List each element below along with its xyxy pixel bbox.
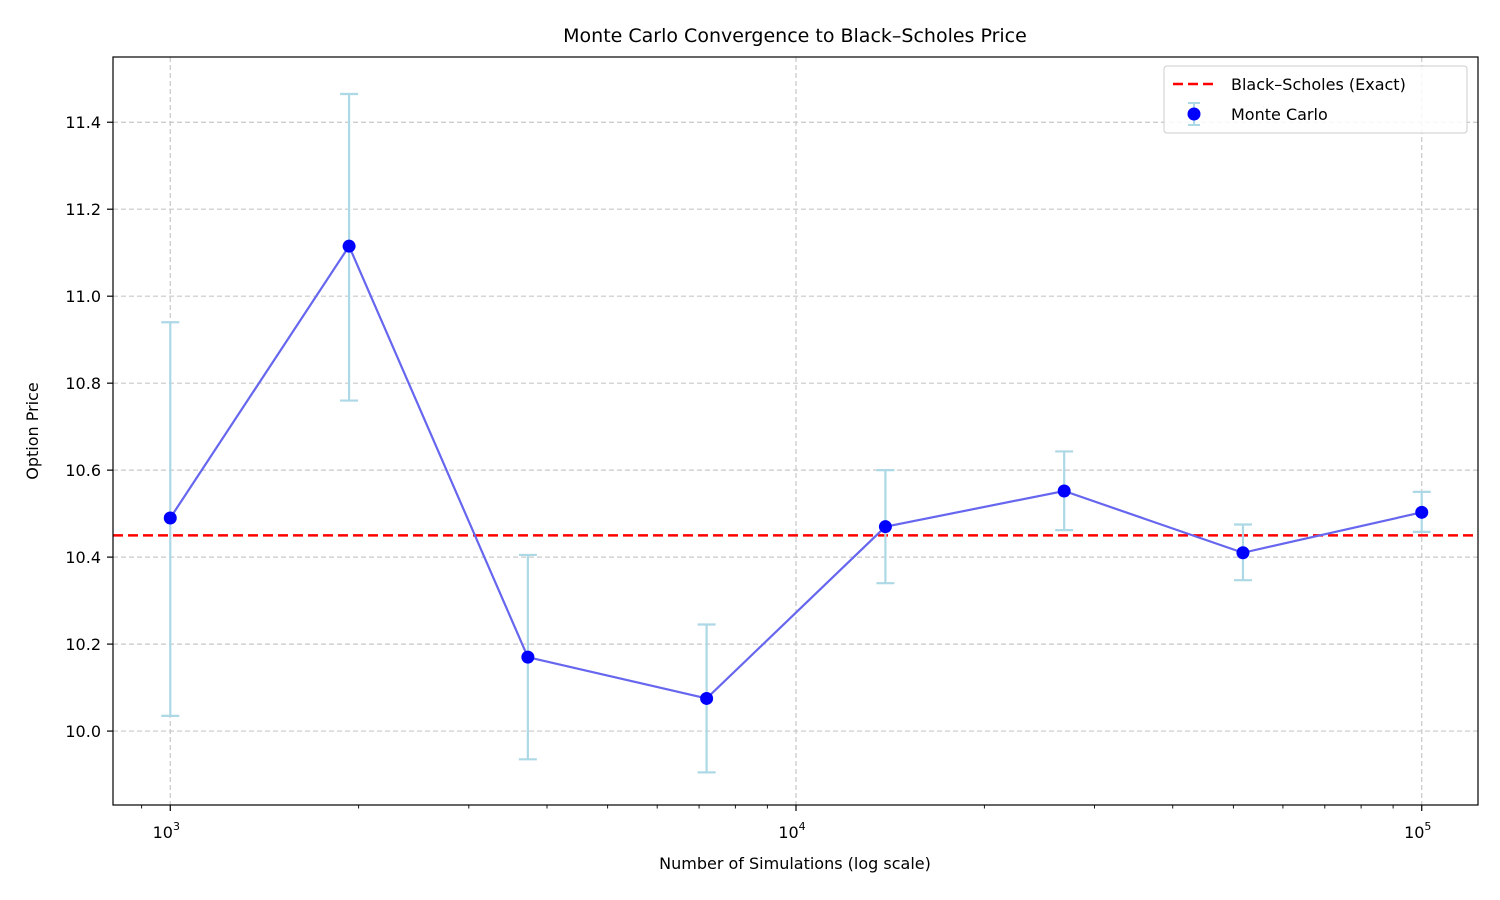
- grid: [113, 57, 1478, 805]
- data-point: [878, 520, 892, 534]
- data-point: [700, 691, 714, 705]
- y-tick-label: 11.4: [65, 113, 101, 132]
- legend-box: [1163, 65, 1468, 134]
- x-tick-label: 103: [153, 820, 180, 842]
- y-tick-label: 11.0: [65, 287, 101, 306]
- x-axis-title: Number of Simulations (log scale): [659, 854, 931, 873]
- data-point: [1415, 505, 1429, 519]
- data-point: [1057, 484, 1071, 498]
- y-tick-label: 10.8: [65, 374, 101, 393]
- series-line: [169, 243, 1422, 700]
- y-axis-title: Option Price: [23, 382, 42, 480]
- y-tick-label: 10.2: [65, 635, 101, 654]
- x-tick-label: 104: [778, 820, 805, 842]
- legend-swatch-marker: [1187, 107, 1201, 121]
- y-tick-label: 10.4: [65, 548, 101, 567]
- data-point: [521, 650, 535, 664]
- y-axis-ticks: 10.0 10.2 10.4 10.6 10.8 11.0 11.2 11.4: [65, 113, 113, 741]
- y-tick-label: 10.6: [65, 461, 101, 480]
- series-layer: [163, 239, 1429, 705]
- chart-title: Monte Carlo Convergence to Black–Scholes…: [563, 25, 1027, 47]
- x-axis-ticks: 103 104 105: [141, 805, 1431, 842]
- data-point: [163, 511, 177, 525]
- y-tick-label: 10.0: [65, 722, 101, 741]
- legend-label-reference: Black–Scholes (Exact): [1231, 75, 1406, 94]
- legend: Black–Scholes (Exact) Monte Carlo: [1163, 65, 1468, 134]
- legend-label-series: Monte Carlo: [1231, 105, 1328, 124]
- data-point: [1236, 546, 1250, 560]
- y-tick-label: 11.2: [65, 200, 101, 219]
- data-point: [342, 239, 356, 253]
- x-tick-label: 105: [1404, 820, 1431, 842]
